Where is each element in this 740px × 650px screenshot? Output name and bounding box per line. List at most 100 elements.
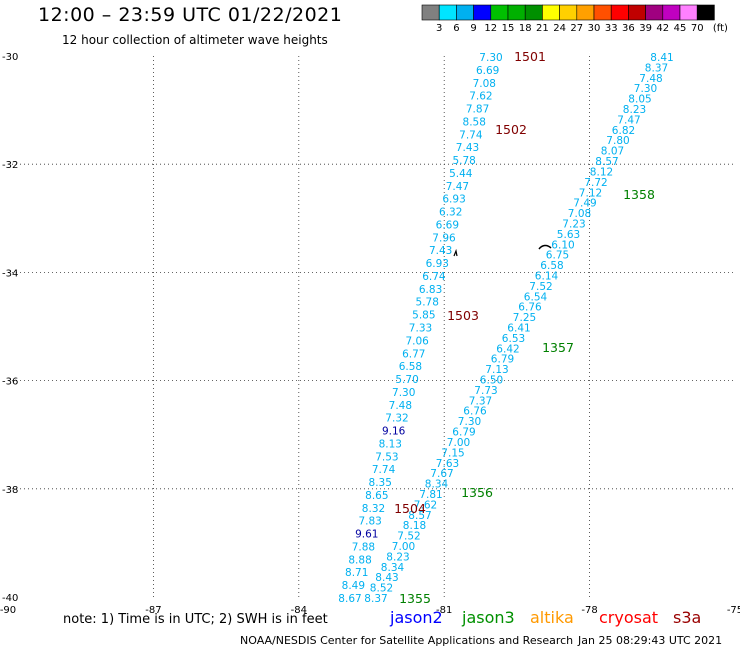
legend-tick-label: 70 <box>691 23 704 34</box>
data-point-label: 7.63 <box>436 458 459 470</box>
data-points: 7.306.697.087.627.878.587.747.435.785.44… <box>338 52 673 605</box>
data-point-label: 7.43 <box>429 245 452 257</box>
data-point-label: 7.13 <box>485 364 508 376</box>
pass-number-label: 1358 <box>623 187 655 202</box>
data-point-label: 8.88 <box>348 554 371 566</box>
legend-swatch <box>421 4 440 21</box>
legend-tick-label: 36 <box>622 23 635 34</box>
y-tick-label: -36 <box>2 377 18 388</box>
legend-tick-label: 21 <box>536 23 549 34</box>
data-point-label: 7.00 <box>447 437 470 449</box>
data-point-label: 7.53 <box>375 451 398 463</box>
satellite-altika: altika <box>530 608 574 627</box>
legend-swatch <box>593 4 612 21</box>
legend-swatch <box>628 4 646 21</box>
legend-tick-label: 18 <box>519 23 532 34</box>
data-point-label: 6.54 <box>524 291 548 303</box>
satellite-cryosat: cryosat <box>599 608 659 627</box>
data-point-label: 8.52 <box>370 583 393 595</box>
data-point-label: 8.34 <box>425 479 449 491</box>
legend-swatch <box>524 4 543 21</box>
data-point-label: 5.63 <box>557 229 580 241</box>
y-tick-label: -30 <box>2 52 18 63</box>
data-point-label: 7.47 <box>617 114 640 126</box>
legend-swatch <box>507 4 526 21</box>
data-point-label: 6.10 <box>551 239 574 251</box>
legend-swatch <box>662 4 681 21</box>
data-point-label: 7.30 <box>392 387 415 399</box>
data-point-label: 6.42 <box>496 343 519 355</box>
data-point-label: 7.48 <box>639 73 662 85</box>
y-tick-label: -40 <box>2 593 18 604</box>
data-point-label: 6.83 <box>419 284 442 296</box>
data-point-label: 9.61 <box>355 529 378 541</box>
data-point-label: 6.41 <box>507 323 530 335</box>
data-point-label: 5.70 <box>395 374 418 386</box>
data-point-label: 5.44 <box>449 168 473 180</box>
legend-swatch <box>490 4 509 21</box>
data-point-label: 7.72 <box>584 177 607 189</box>
legend-swatch <box>576 4 595 21</box>
data-point-label: 7.49 <box>573 198 596 210</box>
data-point-label: 7.52 <box>397 531 420 543</box>
data-point-label: 5.85 <box>412 310 435 322</box>
data-point-label: 6.76 <box>463 406 487 418</box>
data-point-label: 8.23 <box>386 551 409 563</box>
data-point-label: 8.43 <box>375 572 398 584</box>
data-point-label: 8.32 <box>362 503 385 515</box>
legend-swatch <box>610 4 629 21</box>
data-point-label: 5.78 <box>416 297 439 309</box>
credit-text: NOAA/NESDIS Center for Satellite Applica… <box>240 634 574 647</box>
data-point-label: 7.67 <box>430 468 453 480</box>
pass-labels: 1501 1502 1503 1504 1358 1357 1356 1355 <box>394 49 655 606</box>
data-point-label: 8.57 <box>408 510 431 522</box>
data-point-label: 6.82 <box>612 125 635 137</box>
data-point-label: 8.37 <box>364 593 387 605</box>
data-point-label: 6.93 <box>426 258 449 270</box>
legend-swatch <box>438 4 457 21</box>
legend-tick-label: 27 <box>570 23 583 34</box>
data-point-label: 6.69 <box>436 219 459 231</box>
data-point-label: 7.30 <box>634 83 657 95</box>
data-point-label: 6.53 <box>502 333 525 345</box>
data-point-label: 7.47 <box>446 181 469 193</box>
legend-tick-label: 24 <box>553 23 566 34</box>
legend-tick-label: 9 <box>470 23 476 34</box>
data-point-label: 7.43 <box>456 142 479 154</box>
data-point-label: 6.14 <box>535 270 559 282</box>
data-point-label: 8.67 <box>338 593 361 605</box>
data-point-label: 8.07 <box>601 146 624 158</box>
data-point-label: 7.08 <box>473 78 496 90</box>
data-point-label: 8.12 <box>590 166 613 178</box>
y-tick-label: -34 <box>2 268 18 279</box>
data-point-label: 8.13 <box>379 438 402 450</box>
data-point-label: 7.00 <box>392 541 415 553</box>
data-point-label: 8.35 <box>369 477 392 489</box>
legend-tick-label: 33 <box>605 23 618 34</box>
legend-unit: (ft) <box>713 23 728 34</box>
data-point-label: 7.80 <box>606 135 629 147</box>
data-point-label: 6.76 <box>518 302 542 314</box>
data-point-label: 8.49 <box>342 580 365 592</box>
data-point-label: 9.16 <box>382 426 406 438</box>
legend-tick-label: 6 <box>453 23 459 34</box>
data-point-label: 6.77 <box>402 348 425 360</box>
data-point-label: 8.57 <box>595 156 618 168</box>
x-tick-label: -78 <box>581 605 597 616</box>
data-point-label: 7.96 <box>432 232 456 244</box>
axis-labels: -87 -84 -81 -78 -75 -90 -30 -32 -34 -36 -38 -40 <box>0 52 740 616</box>
pass-number-label: 1504 <box>394 501 426 516</box>
data-point-label: 6.69 <box>476 65 499 77</box>
x-tick-label: -84 <box>291 605 307 616</box>
data-point-label: 7.62 <box>469 91 492 103</box>
pass-number-label: 1355 <box>399 591 431 606</box>
legend-swatch <box>679 4 698 21</box>
data-point-label: 8.05 <box>628 94 651 106</box>
legend-tick-label: 12 <box>484 23 497 34</box>
data-point-label: 7.73 <box>474 385 497 397</box>
data-point-label: 6.58 <box>540 260 563 272</box>
data-point-label: 6.50 <box>480 375 503 387</box>
data-point-label: 8.58 <box>463 116 486 128</box>
legend-tick-label: 30 <box>588 23 601 34</box>
legend-swatch <box>559 4 578 21</box>
